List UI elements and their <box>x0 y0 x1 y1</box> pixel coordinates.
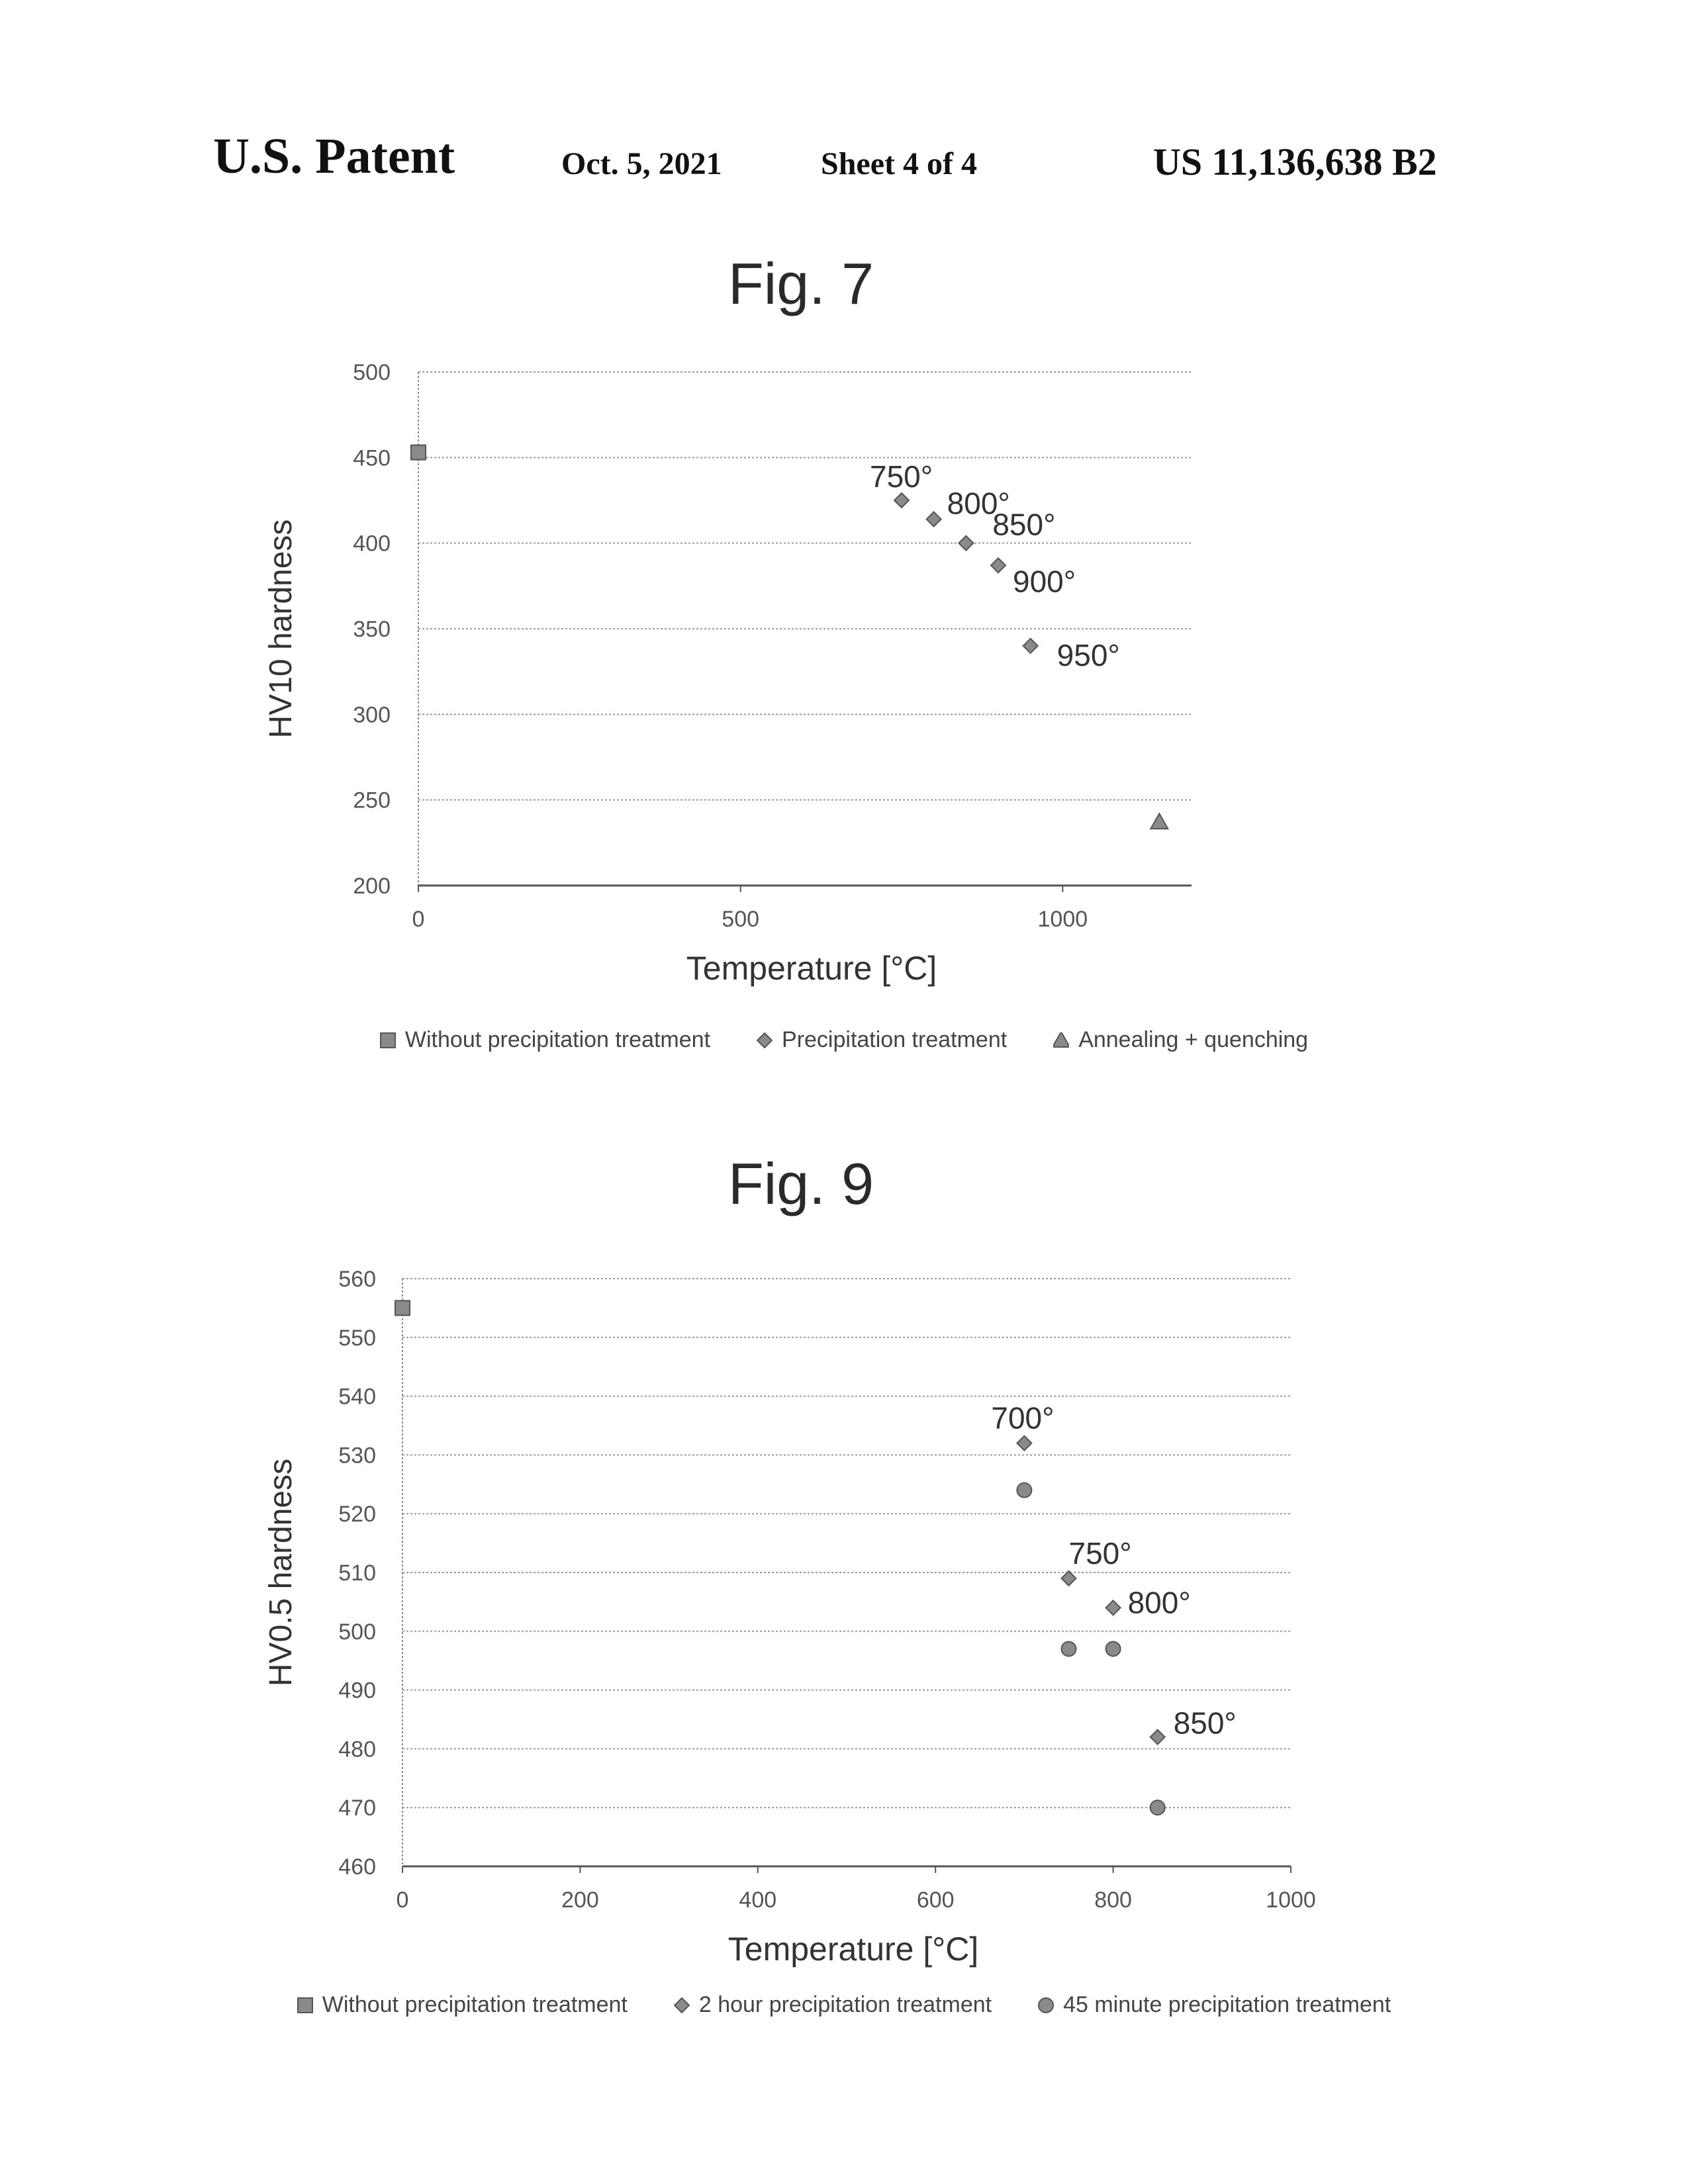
y-tick-label: 510 <box>338 1561 376 1586</box>
legend-label: 45 minute precipitation treatment <box>1063 1992 1391 2018</box>
x-tick-label: 800 <box>1094 1888 1132 1913</box>
y-tick-label: 460 <box>338 1854 376 1880</box>
legend-label: 2 hour precipitation treatment <box>699 1992 992 2018</box>
data-point-diamond <box>1017 1436 1031 1451</box>
x-tick-label: 200 <box>561 1888 599 1913</box>
data-point-diamond <box>1150 1730 1165 1745</box>
x-axis-title: Temperature [°C] <box>728 1931 978 1968</box>
x-tick-label: 0 <box>397 1888 409 1913</box>
data-label: 800° <box>1128 1585 1191 1619</box>
data-point-circle <box>1062 1641 1076 1656</box>
legend-item-2-hour-precipitation-treatment: 2 hour precipitation treatment <box>674 1992 992 2018</box>
y-axis-title: HV0.5 hardness <box>263 1459 299 1686</box>
data-point-circle <box>1150 1800 1165 1815</box>
y-tick-label: 520 <box>338 1502 376 1527</box>
x-tick-label: 600 <box>917 1888 955 1913</box>
y-tick-label: 540 <box>338 1385 376 1410</box>
data-point-circle <box>1017 1483 1031 1498</box>
y-tick-label: 480 <box>338 1737 376 1762</box>
x-tick-label: 400 <box>739 1888 776 1913</box>
data-label: 700° <box>991 1401 1054 1435</box>
fig9-legend: Without precipitation treatment 2 hour pr… <box>0 1992 1688 2018</box>
data-point-circle <box>1106 1641 1121 1656</box>
legend-item-45-minute-precipitation-treatment: 45 minute precipitation treatment <box>1038 1992 1391 2018</box>
y-tick-label: 530 <box>338 1443 376 1468</box>
circle-marker-icon <box>1038 1997 1054 2013</box>
data-label: 750° <box>1069 1536 1132 1570</box>
y-tick-label: 550 <box>338 1326 376 1351</box>
y-tick-label: 470 <box>338 1796 376 1821</box>
diamond-marker-icon <box>674 1997 690 2013</box>
data-point-diamond <box>1106 1600 1121 1615</box>
data-label: 850° <box>1174 1706 1237 1741</box>
legend-item-without-precipitation-treatment: Without precipitation treatment <box>297 1992 628 2018</box>
legend-marker <box>675 1998 689 2013</box>
data-point-square <box>395 1300 410 1315</box>
legend-marker <box>298 1998 312 2013</box>
data-point-diamond <box>1062 1571 1076 1586</box>
y-tick-label: 490 <box>338 1678 376 1704</box>
legend-label: Without precipitation treatment <box>322 1992 628 2018</box>
y-tick-label: 560 <box>338 1267 376 1292</box>
legend-marker <box>1039 1998 1053 2013</box>
square-marker-icon <box>297 1997 313 2013</box>
y-tick-label: 500 <box>338 1619 376 1645</box>
x-tick-label: 1000 <box>1266 1888 1316 1913</box>
